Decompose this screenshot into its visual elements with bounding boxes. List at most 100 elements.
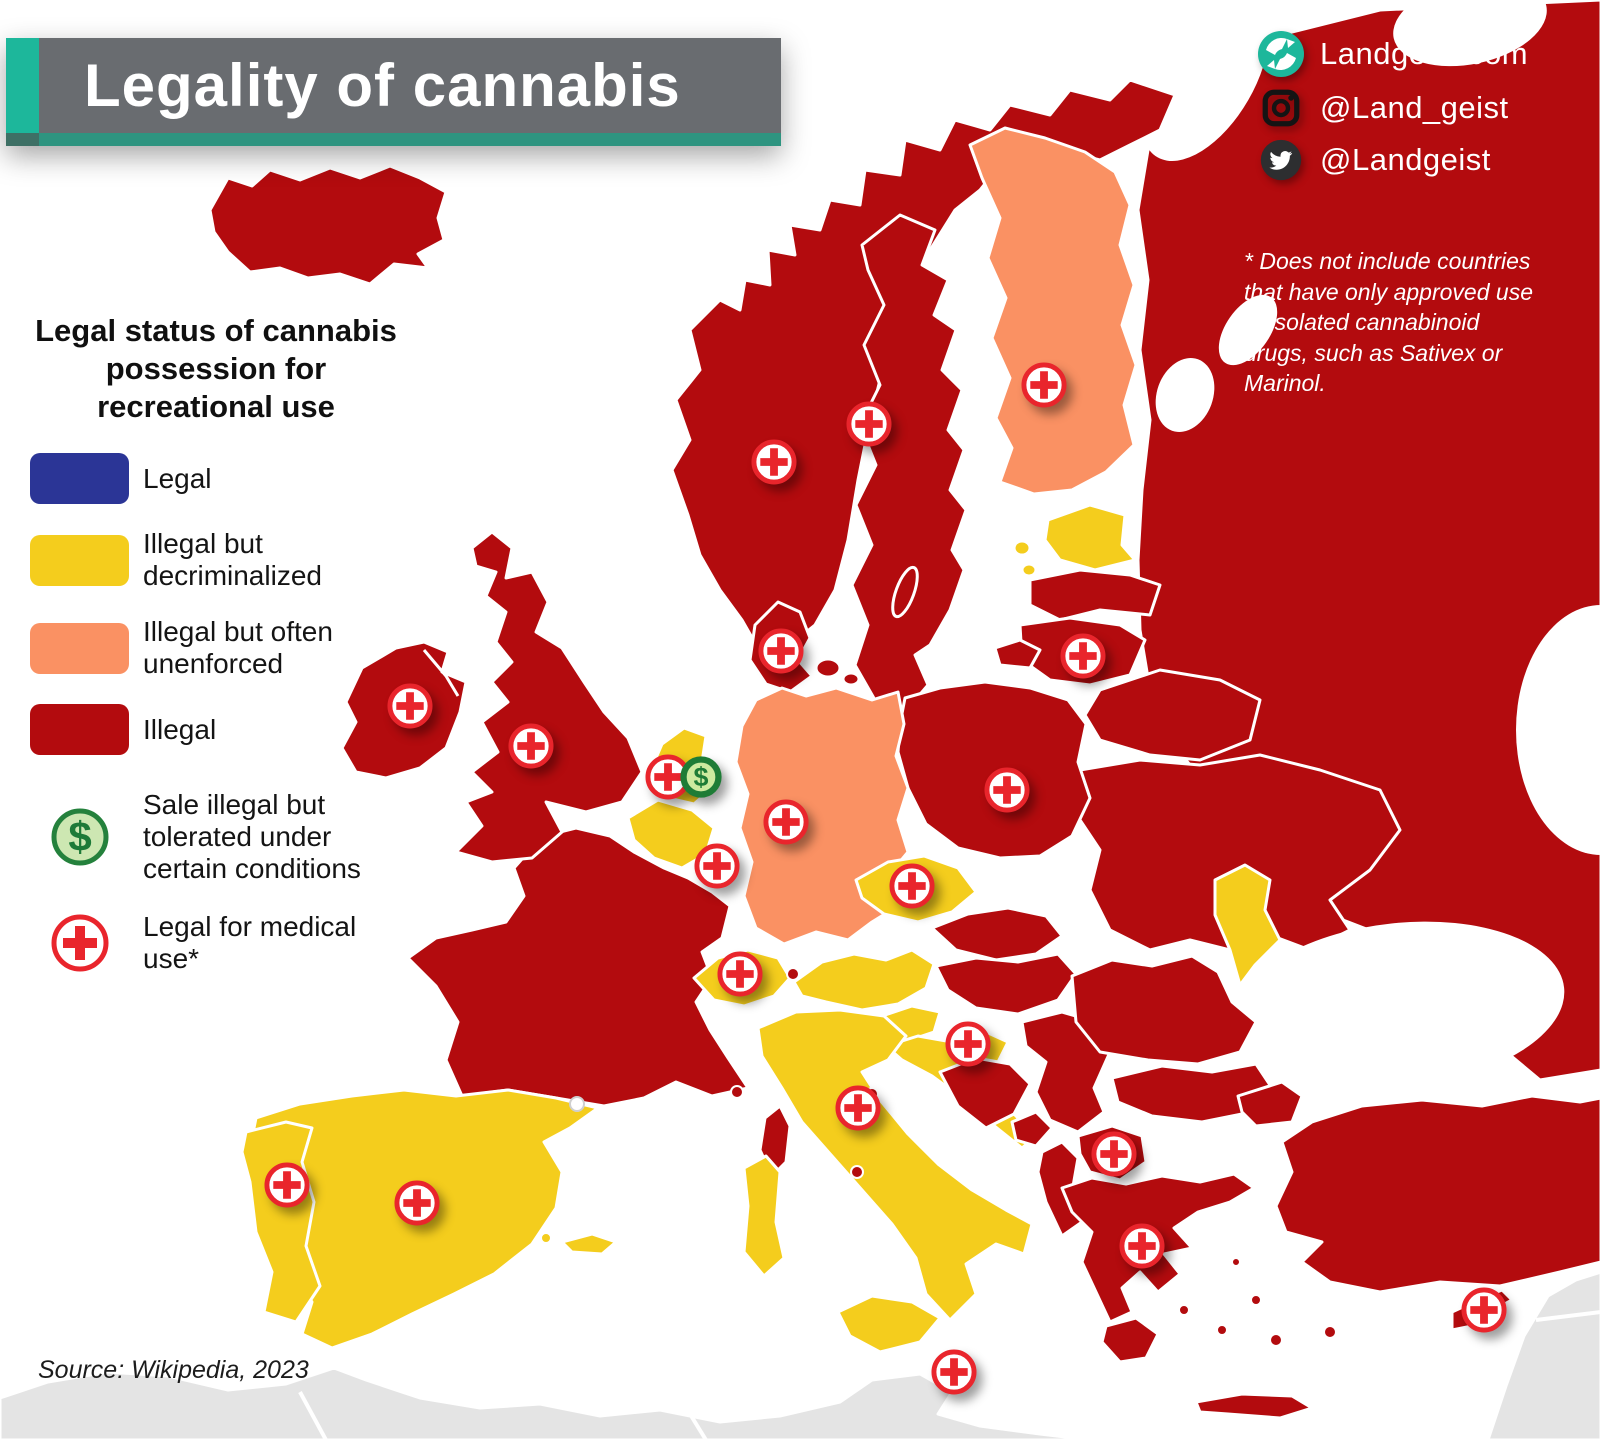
medical-marker-greece: [1119, 1223, 1166, 1270]
legend-item-illegal: Illegal: [30, 704, 402, 756]
medical-marker-cyprus: [1461, 1287, 1508, 1334]
legend-label: Illegal but decriminalized: [143, 528, 322, 592]
country-finland: [968, 126, 1138, 496]
country-greek-isle: [1178, 1304, 1190, 1316]
legend-label: Sale illegal but tolerated under certain…: [143, 789, 361, 884]
lake-ladoga: [1155, 358, 1215, 432]
country-monaco: [730, 1085, 744, 1099]
sea-white-sea: [1140, 0, 1270, 161]
border-line: [688, 1412, 708, 1440]
country-denmark-isle: [841, 671, 861, 687]
country-liechtenstein: [786, 967, 800, 981]
twitter-icon: [1256, 138, 1306, 182]
country-greek-isle: [1216, 1324, 1228, 1336]
legend-item-medical: Legal for medical use*: [30, 911, 402, 975]
legend-swatch-decriminalized: [30, 534, 129, 586]
country-kaliningrad: [993, 638, 1042, 670]
country-uk: [454, 530, 644, 864]
country-sardinia: [742, 1154, 786, 1278]
country-andorra: [569, 1096, 585, 1112]
svg-text:$: $: [694, 762, 709, 792]
country-turkey-thrace: [1236, 1080, 1304, 1128]
medical-marker-germany: [763, 799, 810, 846]
footnote: * Does not include countries that have o…: [1244, 248, 1533, 397]
page-title: Legality of cannabis: [84, 52, 681, 119]
country-greek-isle: [1269, 1333, 1283, 1347]
medical-marker-switzerland: [717, 951, 764, 998]
country-montenegro: [1010, 1110, 1054, 1148]
country-latvia: [1028, 568, 1162, 622]
medical-marker-finland: [1021, 362, 1068, 409]
legend-swatch-illegal: [30, 704, 129, 756]
country-gotland: [891, 565, 919, 619]
banner-accent-bar: [6, 38, 39, 133]
medical-marker-sweden: [846, 401, 893, 448]
legend-swatch-unenforced: [30, 622, 129, 674]
medical-marker-portugal: [264, 1162, 311, 1209]
medical-marker-norway: [751, 439, 798, 486]
country-italy: [756, 1008, 1034, 1322]
country-rhodes: [1323, 1325, 1337, 1339]
country-turkey: [1274, 1094, 1601, 1294]
country-denmark-isle: [814, 657, 842, 679]
legend-label: Illegal but often unenforced: [143, 616, 333, 680]
medical-marker-denmark: [758, 628, 805, 675]
sale-marker-netherlands: $: [680, 756, 723, 799]
medical-marker-poland: [984, 767, 1031, 814]
country-belarus: [1083, 668, 1262, 762]
legend-item-legal: Legal: [30, 453, 402, 505]
dollar-badge-icon: $: [30, 806, 129, 868]
title-banner: Legality of cannabis: [6, 38, 781, 146]
medical-marker-lithuania: [1060, 633, 1107, 680]
country-estonia-isle: [1012, 539, 1032, 557]
country-romania: [1070, 954, 1258, 1066]
country-balearic-isle: [540, 1232, 552, 1244]
medical-marker-croatia: [945, 1021, 992, 1068]
country-estonia: [1043, 503, 1137, 572]
country-estonia-isle: [1020, 562, 1038, 578]
country-austria: [792, 948, 936, 1012]
svg-text:$: $: [68, 813, 91, 860]
twitter-handle: @Landgeist: [1320, 142, 1491, 177]
legend-item-unenforced: Illegal but often unenforced: [30, 616, 402, 680]
border-line: [1535, 1310, 1601, 1322]
country-france: [406, 826, 750, 1108]
branding-block: Landgeist.com @Land_geist @Landgeist: [1256, 30, 1528, 191]
sea-caspian: [1516, 605, 1601, 855]
medical-marker-uk: [508, 723, 555, 770]
medical-marker-north-macedonia: [1091, 1131, 1138, 1178]
legend-item-decriminalized: Illegal but decriminalized: [30, 528, 402, 592]
legend-label: Legal for medical use*: [143, 910, 357, 974]
banner-main: Legality of cannabis: [39, 38, 781, 133]
country-moldova: [1213, 863, 1282, 987]
source-credit: Source: Wikipedia, 2023: [38, 1356, 309, 1384]
legend-swatch-legal: [30, 453, 129, 505]
lake-onega: [1218, 294, 1278, 366]
country-greek-isle: [1250, 1294, 1262, 1306]
branding-twitter-row: @Landgeist: [1256, 138, 1528, 182]
country-crete: [1194, 1392, 1314, 1420]
medical-marker-spain: [394, 1180, 441, 1227]
legend-label: Illegal: [143, 713, 217, 745]
instagram-icon: [1256, 87, 1306, 129]
medical-cross-icon: [30, 912, 129, 974]
border-northern-ireland: [422, 649, 460, 697]
sea-black-sea: [1235, 921, 1565, 1089]
medical-marker-malta: [931, 1349, 978, 1396]
border-line: [298, 1391, 328, 1440]
medical-marker-ireland: [387, 683, 434, 730]
country-vatican: [850, 1165, 864, 1179]
branding-website-row: Landgeist.com: [1256, 30, 1528, 78]
country-sicily: [836, 1294, 942, 1354]
medical-marker-czechia: [889, 863, 936, 910]
branding-instagram-row: @Land_geist: [1256, 87, 1528, 129]
country-hungary: [934, 952, 1078, 1016]
country-north-africa: [0, 1366, 1092, 1440]
medical-marker-italy: [835, 1085, 882, 1132]
legend: Legal status of cannabis possession for …: [30, 312, 402, 999]
sea-top-right: [1393, 0, 1547, 67]
legend-title: Legal status of cannabis possession for …: [35, 313, 397, 424]
country-slovakia: [930, 906, 1064, 962]
